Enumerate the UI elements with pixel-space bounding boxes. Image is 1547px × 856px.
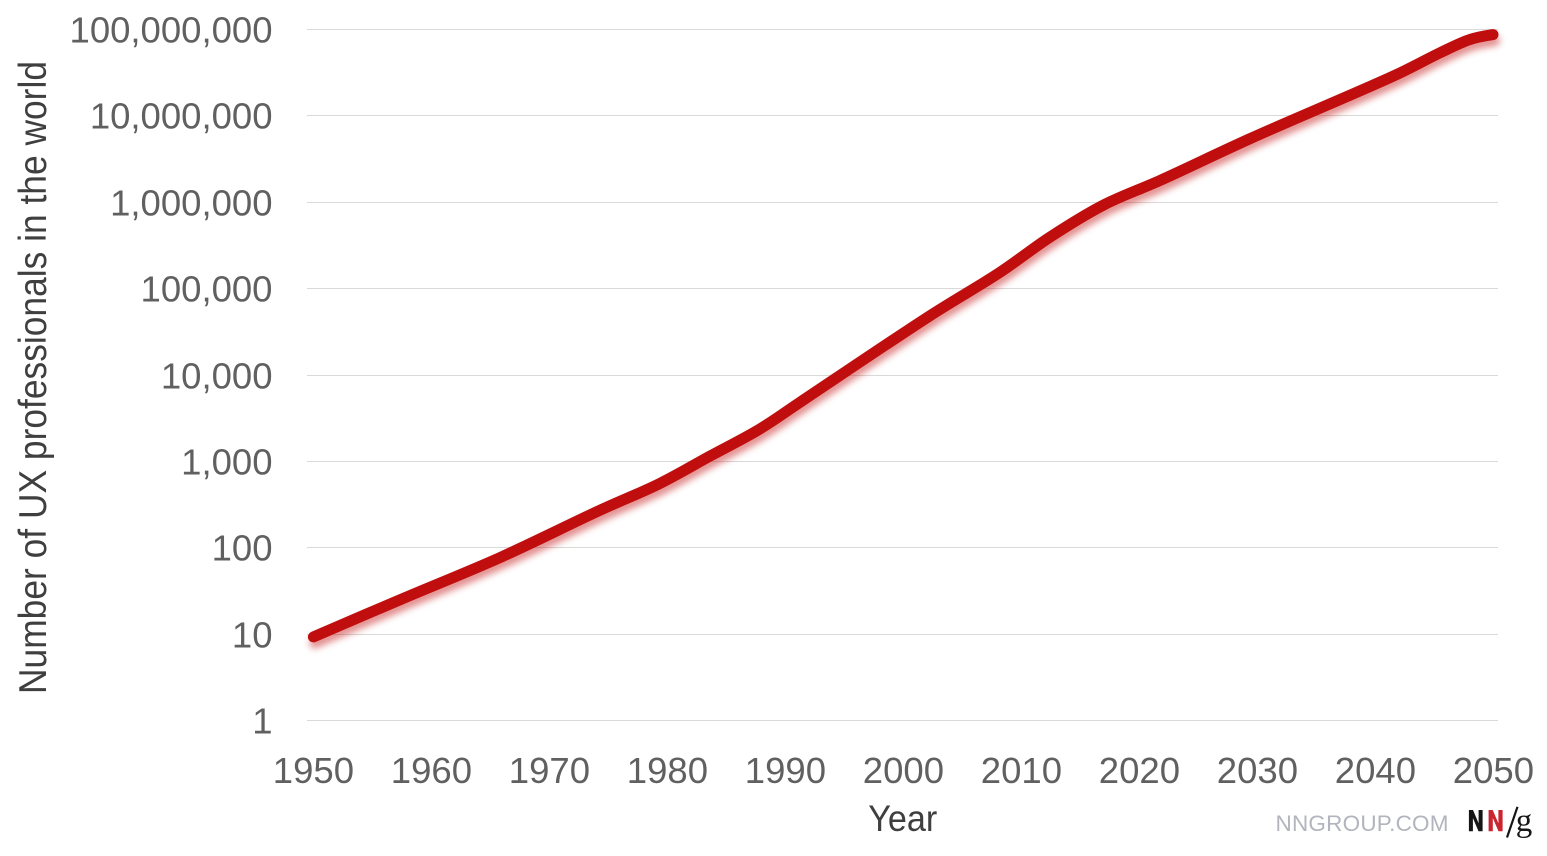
svg-text:10,000: 10,000	[161, 356, 273, 397]
svg-text:10,000,000: 10,000,000	[90, 96, 273, 137]
svg-text:g: g	[1516, 803, 1533, 839]
svg-text:2000: 2000	[863, 750, 944, 791]
svg-text:1990: 1990	[745, 750, 826, 791]
svg-text:1960: 1960	[391, 750, 472, 791]
svg-text:Number of UX professionals in: Number of UX professionals in the world	[12, 61, 55, 694]
svg-text:1,000,000: 1,000,000	[110, 183, 272, 224]
svg-text:1950: 1950	[273, 750, 354, 791]
svg-text:1: 1	[252, 701, 272, 742]
svg-text:2020: 2020	[1099, 750, 1180, 791]
svg-text:NNGROUP.COM: NNGROUP.COM	[1276, 811, 1449, 836]
svg-text:1,000: 1,000	[181, 442, 272, 483]
svg-text:Year: Year	[868, 797, 937, 839]
svg-text:2040: 2040	[1335, 750, 1416, 791]
svg-text:100,000: 100,000	[141, 269, 273, 310]
svg-text:2030: 2030	[1217, 750, 1298, 791]
svg-text:10: 10	[232, 615, 273, 656]
svg-text:100: 100	[212, 528, 273, 569]
svg-text:100,000,000: 100,000,000	[70, 10, 273, 51]
svg-text:2010: 2010	[981, 750, 1062, 791]
svg-text:1980: 1980	[627, 750, 708, 791]
svg-text:2050: 2050	[1453, 750, 1534, 791]
svg-text:1970: 1970	[509, 750, 590, 791]
